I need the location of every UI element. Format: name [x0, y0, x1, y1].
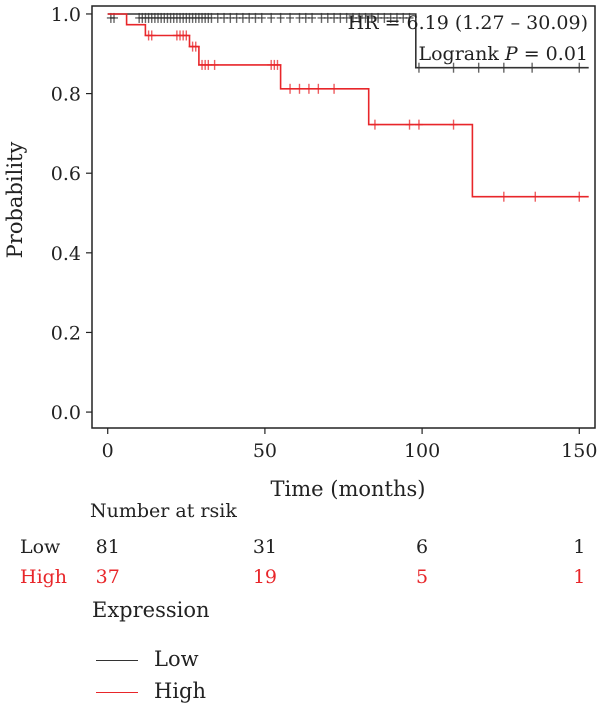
y-tick-label: 0.8: [51, 84, 81, 106]
censor-mark-high: [304, 83, 313, 94]
censor-mark-low: [276, 12, 285, 23]
risk-group-label: Low: [20, 536, 61, 558]
censor-mark-high: [499, 191, 508, 202]
censor-mark-high: [405, 119, 414, 130]
censor-mark-low: [286, 12, 295, 23]
censor-mark-high: [210, 59, 219, 70]
censor-mark-high: [191, 41, 200, 52]
x-tick-label: 150: [561, 440, 597, 462]
censor-mark-high: [531, 191, 540, 202]
censor-mark-high: [147, 30, 156, 41]
logrank-annotation: Logrank P = 0.01: [418, 43, 588, 65]
censor-mark-low: [474, 62, 483, 73]
censor-mark-low: [499, 62, 508, 73]
censor-mark-low: [267, 12, 276, 23]
risk-group-label: High: [20, 566, 68, 588]
y-tick-label: 0.6: [51, 163, 81, 185]
censor-mark-low: [528, 62, 537, 73]
legend-item-low: Low: [96, 647, 296, 675]
x-axis-label: Time (months): [271, 477, 426, 500]
censor-mark-low: [308, 12, 317, 23]
censor-mark-high: [449, 119, 458, 130]
censor-mark-low: [257, 12, 266, 23]
censor-mark-high: [370, 119, 379, 130]
censor-mark-high: [414, 119, 423, 130]
x-tick-label: 50: [253, 440, 277, 462]
y-axis: 0.0 0.2 0.4 0.6 0.8 1.0: [51, 4, 92, 424]
legend-label: High: [154, 679, 206, 703]
censor-mark-low: [575, 62, 584, 73]
legend-label: Low: [154, 647, 199, 671]
y-axis-label: Probability: [3, 142, 27, 259]
risk-row-low: Low 81 31 6 1: [0, 536, 600, 562]
logrank-prefix: Logrank: [418, 43, 504, 65]
censor-mark-high: [575, 191, 584, 202]
series-line-high: [107, 13, 589, 198]
x-tick-label: 0: [102, 440, 114, 462]
y-tick-label: 1.0: [51, 4, 81, 26]
risk-count: 37: [95, 566, 120, 588]
censor-mark-low: [414, 62, 423, 73]
legend-swatch: [96, 692, 138, 693]
y-tick-label: 0.4: [51, 243, 81, 265]
risk-count: 19: [252, 566, 277, 588]
risk-count: 31: [252, 536, 277, 558]
censor-mark-low: [405, 12, 414, 23]
survival-curves: [106, 12, 589, 202]
risk-count: 1: [573, 536, 586, 558]
risk-count: 81: [95, 536, 120, 558]
censor-mark-low: [449, 62, 458, 73]
censor-mark-high: [295, 83, 304, 94]
risk-count: 5: [416, 566, 429, 588]
risk-count: 1: [573, 566, 586, 588]
legend-item-high: High: [96, 679, 296, 707]
y-tick-label: 0.2: [51, 322, 81, 344]
legend-swatch: [96, 660, 138, 661]
risk-count: 6: [416, 536, 429, 558]
risk-row-high: High 37 19 5 1: [0, 566, 600, 592]
plot-frame: [91, 5, 596, 429]
km-chart: 0.0 0.2 0.4 0.6 0.8 1.0 0 50 100 150 Time (month…: [3, 4, 597, 500]
hr-annotation: HR = 6.19 (1.27 – 30.09): [348, 12, 588, 34]
y-tick-label: 0.0: [51, 402, 81, 424]
logrank-suffix: = 0.01: [518, 43, 588, 65]
censor-mark-high: [330, 83, 339, 94]
legend-title: Expression: [92, 598, 210, 622]
risk-table-title: Number at rsik: [90, 500, 237, 522]
x-axis: 0 50 100 150: [102, 428, 597, 462]
censor-mark-high: [286, 83, 295, 94]
censor-mark-high: [273, 59, 282, 70]
logrank-p: P: [504, 43, 519, 65]
censor-mark-high: [314, 83, 323, 94]
x-tick-label: 100: [404, 440, 440, 462]
censor-mark-high: [182, 30, 191, 41]
